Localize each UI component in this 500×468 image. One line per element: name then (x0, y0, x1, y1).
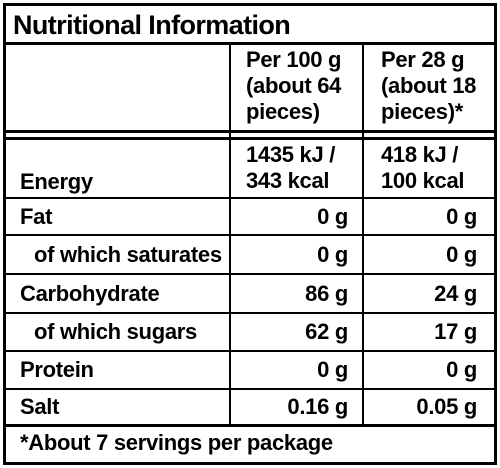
row-divider-salt (6, 424, 494, 427)
row-label-saturates: of which saturates (34, 242, 222, 267)
column-divider-2 (362, 43, 364, 425)
row-label-sugars: of which sugars (34, 319, 197, 344)
fat-per-100g: 0 g (317, 204, 348, 229)
saturates-per-100g: 0 g (317, 242, 348, 267)
row-label-energy: Energy (20, 169, 93, 194)
saturates-per-28g: 0 g (446, 242, 477, 267)
column-header-per-100g: Per 100 g (about 64 pieces) (246, 47, 342, 124)
fat-per-28g: 0 g (446, 204, 477, 229)
carbohydrate-per-28g: 24 g (434, 281, 477, 306)
row-divider-sugars (6, 350, 494, 352)
row-label-protein: Protein (20, 357, 94, 382)
row-divider-carbohydrate (6, 312, 494, 314)
header-rule (6, 130, 494, 133)
protein-per-100g: 0 g (317, 357, 348, 382)
column-divider-1 (229, 43, 231, 425)
sugars-per-100g: 62 g (305, 319, 348, 344)
row-divider-protein (6, 388, 494, 390)
column-header-per-28g: Per 28 g (about 18 pieces)* (381, 47, 477, 124)
title-rule (6, 42, 494, 45)
header-double-rule (6, 137, 494, 140)
row-divider-fat (6, 234, 494, 236)
servings-footnote: *About 7 servings per package (20, 430, 333, 455)
salt-per-28g: 0.05 g (416, 394, 477, 419)
row-label-carbohydrate: Carbohydrate (20, 281, 160, 306)
nutrition-table: Nutritional Information Per 100 g (about… (3, 3, 497, 465)
row-label-fat: Fat (20, 204, 53, 229)
energy-per-28g: 418 kJ / 100 kcal (381, 142, 465, 193)
energy-per-100g: 1435 kJ / 343 kcal (246, 142, 336, 193)
carbohydrate-per-100g: 86 g (305, 281, 348, 306)
row-divider-energy (6, 197, 494, 199)
row-divider-saturates (6, 273, 494, 275)
protein-per-28g: 0 g (446, 357, 477, 382)
row-label-salt: Salt (20, 394, 60, 419)
table-title: Nutritional Information (13, 10, 291, 40)
sugars-per-28g: 17 g (434, 319, 477, 344)
salt-per-100g: 0.16 g (287, 394, 348, 419)
